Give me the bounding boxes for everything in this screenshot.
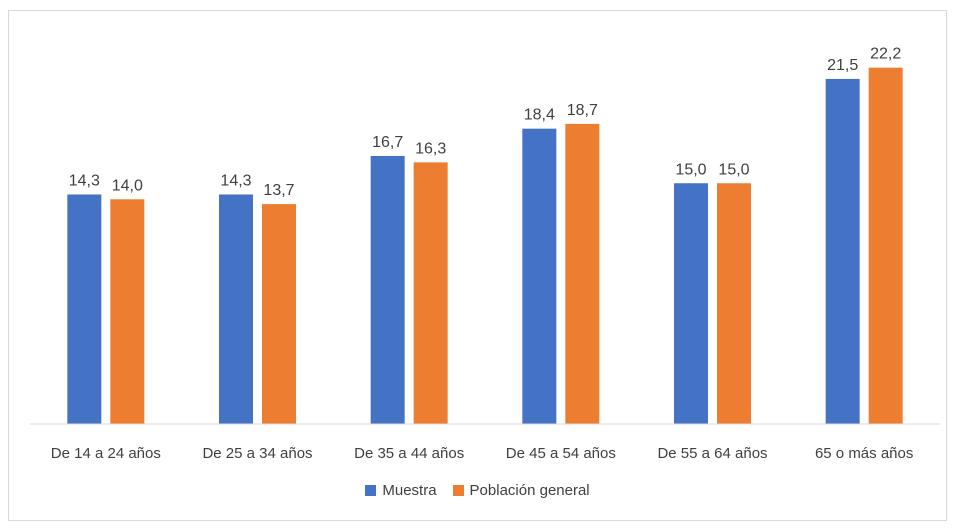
bar-poblacion-general-4 [717, 183, 751, 424]
bar-poblacion-general-1 [262, 204, 296, 424]
legend-swatch-muestra [365, 485, 377, 496]
data-label-poblacion-general-1: 13,7 [263, 182, 294, 199]
x-tick-label-5: 65 o más años [815, 445, 913, 462]
data-label-poblacion-general-3: 18,7 [567, 102, 598, 119]
bar-poblacion-general-3 [565, 123, 600, 425]
data-label-muestra-2: 16,7 [372, 134, 403, 151]
data-label-muestra-1: 14,3 [220, 172, 251, 189]
bar-poblacion-general-2 [413, 162, 448, 424]
bar-poblacion-general-0 [110, 199, 145, 424]
data-label-poblacion-general-2: 16,3 [415, 140, 446, 157]
data-label-muestra-0: 14,3 [69, 172, 100, 189]
legend: Muestra Población general [0, 482, 955, 499]
data-label-muestra-5: 21,5 [827, 57, 858, 74]
bar-muestra-3 [522, 128, 557, 424]
data-label-muestra-4: 15,0 [675, 161, 706, 178]
legend-label-poblacion-general: Población general [469, 482, 590, 499]
legend-item-poblacion-general: Población general [452, 482, 590, 499]
bar-muestra-5 [825, 78, 860, 425]
data-label-poblacion-general-4: 15,0 [718, 161, 749, 178]
legend-item-muestra: Muestra [365, 482, 437, 499]
chart-frame [8, 10, 947, 521]
data-label-poblacion-general-5: 22,2 [870, 46, 901, 63]
bar-poblacion-general-5 [868, 67, 903, 424]
x-tick-label-0: De 14 a 24 años [51, 445, 161, 462]
bar-muestra-4 [674, 183, 708, 424]
x-tick-label-4: De 55 a 64 años [657, 445, 767, 462]
bar-muestra-2 [370, 155, 405, 424]
data-label-muestra-3: 18,4 [524, 107, 555, 124]
bar-muestra-0 [67, 194, 102, 424]
data-label-poblacion-general-0: 14,0 [112, 177, 143, 194]
x-tick-label-1: De 25 a 34 años [202, 445, 312, 462]
x-tick-label-2: De 35 a 44 años [354, 445, 464, 462]
bar-muestra-1 [219, 194, 253, 424]
legend-swatch-poblacion-general [452, 485, 464, 496]
legend-label-muestra: Muestra [382, 482, 437, 499]
x-tick-label-3: De 45 a 54 años [506, 445, 616, 462]
